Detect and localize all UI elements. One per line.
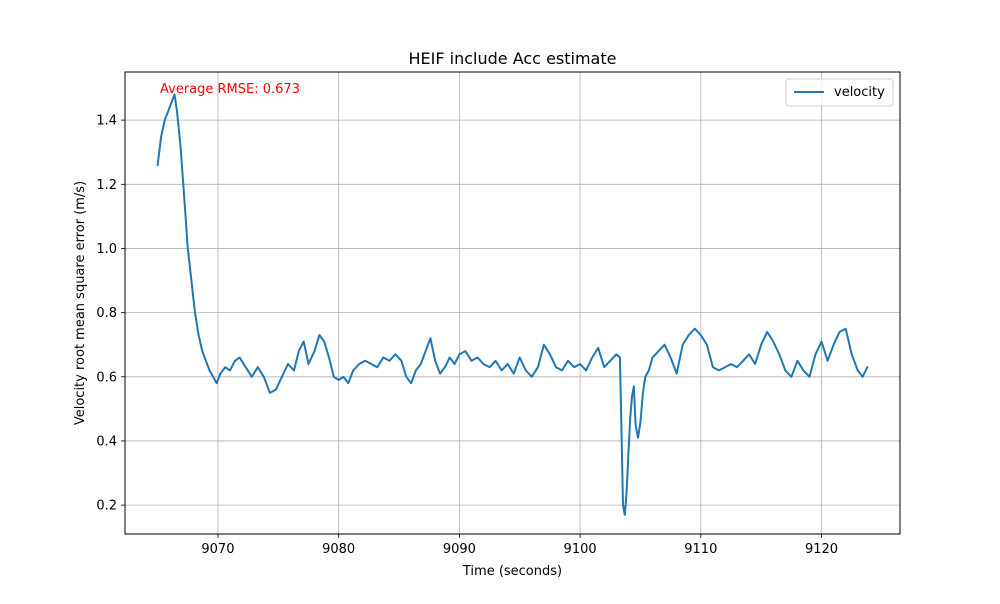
x-axis-ticks: 9070 9080 9090 9100 9110 9120 (201, 534, 838, 557)
x-tick-label: 9100 (564, 542, 597, 557)
average-rmse-annotation: Average RMSE: 0.673 (160, 82, 300, 97)
y-axis-ticks: 0.2 0.4 0.6 0.8 1.0 1.2 1.4 (96, 114, 125, 514)
series-layer (156, 93, 869, 516)
y-axis-label: Velocity root mean square error (m/s) (73, 181, 88, 425)
plot-frame (124, 71, 901, 535)
y-tick-label: 1.4 (96, 114, 117, 129)
y-tick-label: 0.8 (96, 306, 117, 321)
y-tick-label: 0.4 (96, 434, 117, 449)
legend-box (785, 78, 894, 107)
grid-lines (125, 72, 900, 534)
x-tick-label: 9090 (443, 542, 476, 557)
x-tick-label: 9070 (201, 542, 234, 557)
y-tick-label: 1.0 (96, 242, 117, 257)
x-tick-label: 9120 (805, 542, 838, 557)
legend: velocity (785, 78, 894, 107)
chart-title: HEIF include Acc estimate (409, 49, 617, 68)
x-tick-label: 9080 (322, 542, 355, 557)
x-tick-label: 9110 (684, 542, 717, 557)
x-axis-label: Time (seconds) (462, 564, 562, 579)
y-tick-label: 0.2 (96, 499, 117, 514)
y-tick-label: 0.6 (96, 370, 117, 385)
legend-label-velocity: velocity (834, 85, 885, 100)
y-tick-label: 1.2 (96, 178, 117, 193)
series-line-velocity (156, 93, 869, 516)
